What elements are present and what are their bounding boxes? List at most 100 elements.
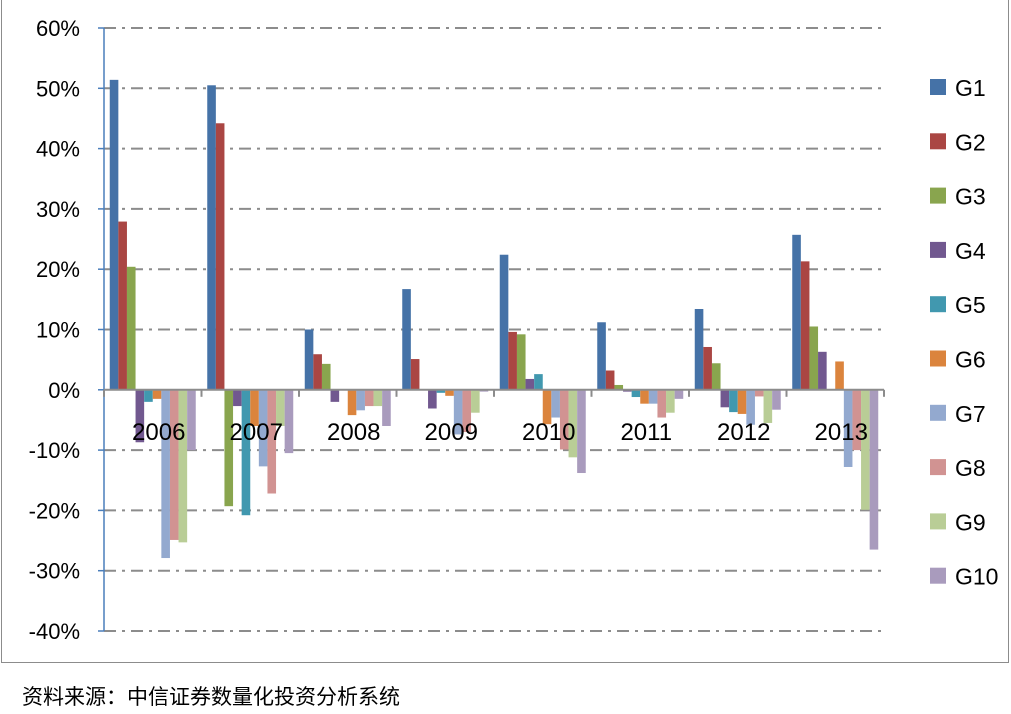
bar-g6-2010	[542, 389, 552, 425]
y-tick-label: 10%	[36, 318, 80, 343]
legend-swatch-g3	[930, 187, 946, 204]
bar-g8-2013	[852, 389, 862, 451]
bar-g4-2006	[135, 389, 145, 443]
bar-g5-2010	[534, 374, 543, 390]
bar-g1-2013	[792, 234, 801, 390]
bar-g6-2011	[640, 389, 649, 404]
legend-label-g4: G4	[955, 238, 986, 264]
legend-swatch-g10	[930, 567, 946, 584]
bar-g2-2007	[215, 123, 225, 390]
bar-g8-2007	[267, 389, 277, 494]
legend-label-g3: G3	[955, 184, 986, 210]
bar-g8-2009	[462, 389, 472, 433]
bar-g4-2009	[428, 389, 437, 409]
bar-g3-2012	[711, 363, 721, 390]
x-tick-label: 2006	[132, 419, 185, 446]
bar-g8-2006	[169, 389, 179, 540]
legend-label-g5: G5	[955, 292, 986, 318]
bar-g9-2011	[666, 389, 675, 413]
bar-g10-2011	[674, 389, 684, 399]
bar-g6-2008	[347, 389, 357, 416]
y-tick-label: -40%	[29, 619, 80, 644]
x-tick-label: 2010	[522, 419, 575, 446]
legend-swatch-g7	[930, 404, 946, 421]
source-caption: 资料来源：中信证券数量化投资分析系统	[22, 685, 400, 709]
bar-g7-2012	[746, 389, 755, 425]
bar-g5-2011	[631, 389, 641, 398]
bar-g1-2011	[597, 322, 606, 390]
bar-g1-2012	[694, 308, 704, 390]
bar-g1-2006	[109, 79, 119, 390]
bar-g10-2007	[284, 389, 294, 454]
legend-swatch-g6	[930, 350, 946, 367]
legend-swatch-g9	[930, 513, 946, 530]
x-tick-label: 2009	[425, 419, 478, 446]
bar-g7-2011	[648, 389, 658, 404]
y-tick-label: 0%	[48, 378, 80, 403]
bar-g1-2008	[304, 329, 314, 390]
bar-g7-2009	[453, 389, 463, 435]
bar-g9-2010	[568, 389, 578, 458]
bar-g2-2010	[508, 331, 517, 390]
x-tick-label: 2013	[815, 419, 868, 446]
bar-g4-2010	[525, 378, 535, 390]
y-tick-label: -10%	[29, 438, 80, 463]
x-tick-label: 2007	[230, 419, 283, 446]
legend-swatch-g8	[930, 459, 946, 476]
bar-g9-2012	[763, 389, 773, 423]
bar-g8-2011	[657, 389, 667, 418]
legend-label-g6: G6	[955, 347, 986, 373]
bar-g9-2006	[178, 389, 188, 543]
bar-g7-2008	[356, 389, 365, 411]
y-tick-label: 60%	[36, 16, 80, 41]
bar-g1-2010	[499, 254, 509, 390]
bar-g5-2012	[729, 389, 738, 413]
legend-swatch-g4	[930, 241, 946, 258]
bar-g9-2009	[471, 389, 480, 413]
bar-g7-2006	[161, 389, 170, 559]
bar-g6-2006	[152, 389, 162, 399]
bar-g4-2013	[818, 351, 827, 390]
bar-g4-2008	[330, 389, 340, 402]
bar-g2-2006	[118, 221, 127, 390]
bar-g6-2009	[445, 389, 454, 396]
legend-swatch-g5	[930, 296, 946, 313]
bar-g7-2007	[258, 389, 268, 467]
bar-g5-2006	[144, 389, 153, 402]
bar-g7-2010	[551, 389, 560, 418]
bar-g2-2012	[703, 346, 712, 390]
bar-g6-2012	[737, 389, 747, 414]
y-tick-label: -20%	[29, 498, 80, 523]
legend-label-g2: G2	[955, 129, 986, 155]
bar-g9-2007	[276, 389, 285, 426]
bar-g3-2007	[224, 389, 234, 507]
y-tick-label: -30%	[29, 559, 80, 584]
bar-g2-2009	[410, 359, 420, 390]
bar-g9-2008	[373, 389, 383, 407]
x-tick-label: 2008	[327, 419, 380, 446]
chart-frame	[1, 0, 1009, 663]
bar-g6-2007	[250, 389, 259, 426]
legend-swatch-g1	[930, 79, 946, 95]
y-tick-label: 20%	[36, 257, 80, 282]
y-tick-label: 30%	[36, 197, 80, 222]
bar-g3-2010	[516, 334, 526, 390]
bar-g2-2008	[313, 354, 322, 390]
bar-g10-2006	[187, 389, 196, 451]
bar-g10-2013	[869, 389, 879, 550]
bar-g3-2011	[614, 384, 624, 390]
bar-g6-2013	[835, 361, 844, 390]
x-tick-label: 2012	[717, 419, 770, 446]
x-tick-label: 2011	[620, 419, 672, 446]
legend-label-g1: G1	[955, 75, 986, 101]
bar-g10-2010	[577, 389, 586, 474]
bar-g5-2007	[241, 389, 251, 516]
legend-label-g10: G10	[955, 564, 998, 590]
bar-g2-2013	[800, 261, 810, 390]
legend-label-g8: G8	[955, 455, 986, 481]
bar-g4-2012	[720, 389, 730, 408]
bar-g4-2007	[233, 389, 242, 407]
y-tick-label: 50%	[36, 76, 80, 101]
bar-g8-2010	[559, 389, 569, 450]
